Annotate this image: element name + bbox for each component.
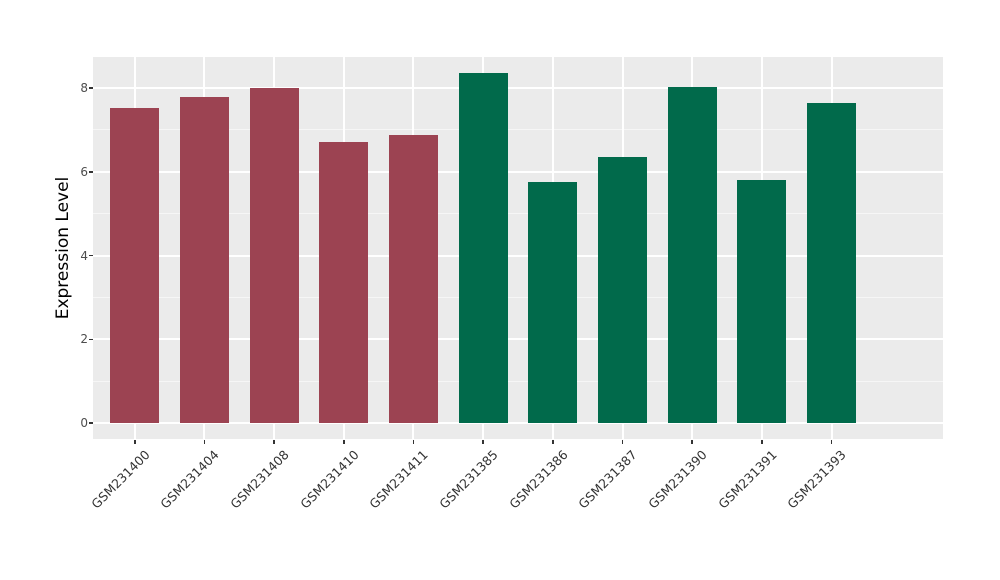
x-tick-label-text: GSM231390 bbox=[645, 447, 710, 512]
bar-GSM231410 bbox=[319, 141, 369, 424]
gridline-minor-y7 bbox=[93, 129, 943, 131]
y-axis-title-text: Expression Level bbox=[53, 176, 73, 320]
gridline-minor-y3 bbox=[93, 296, 943, 298]
y-tick-label-8: 8 bbox=[80, 80, 88, 95]
x-tick-mark-GSM231387 bbox=[621, 440, 624, 444]
gridline-major-y0 bbox=[93, 422, 943, 425]
gridline-minor-y1 bbox=[93, 380, 943, 382]
gridline-major-y4 bbox=[93, 254, 943, 257]
gridline-major-y8 bbox=[93, 86, 943, 89]
bar-GSM231404 bbox=[180, 97, 229, 424]
gridline-major-y2 bbox=[93, 338, 943, 341]
x-tick-mark-GSM231410 bbox=[343, 440, 345, 444]
bar-GSM231386 bbox=[528, 181, 578, 424]
y-tick-label-2: 2 bbox=[80, 332, 88, 347]
y-tick-mark-2 bbox=[89, 338, 93, 341]
x-tick-mark-GSM231385 bbox=[482, 440, 484, 444]
x-tick-mark-GSM231390 bbox=[691, 440, 693, 444]
x-tick-label-text: GSM231393 bbox=[784, 447, 850, 512]
x-tick-label-text: GSM231385 bbox=[436, 447, 501, 512]
y-tick-label-4: 4 bbox=[80, 248, 88, 263]
x-tick-mark-GSM231408 bbox=[273, 440, 275, 444]
plot-panel bbox=[93, 57, 943, 439]
x-tick-mark-GSM231393 bbox=[830, 440, 833, 444]
x-tick-label-text: GSM231400 bbox=[87, 447, 153, 512]
x-tick-label-text: GSM231410 bbox=[296, 447, 362, 512]
y-tick-mark-0 bbox=[89, 422, 93, 424]
x-tick-label-text: GSM231404 bbox=[157, 447, 223, 512]
y-tick-label-6: 6 bbox=[80, 164, 88, 179]
x-tick-mark-GSM231386 bbox=[552, 440, 554, 444]
y-tick-mark-8 bbox=[89, 87, 93, 89]
bar-GSM231400 bbox=[110, 107, 160, 424]
bar-GSM231390 bbox=[667, 87, 717, 424]
gridline-major-y6 bbox=[93, 170, 943, 173]
x-tick-label-text: GSM231391 bbox=[715, 447, 780, 512]
y-tick-label-0: 0 bbox=[80, 416, 88, 431]
gridline-minor-y5 bbox=[93, 213, 943, 215]
y-tick-mark-6 bbox=[89, 171, 93, 173]
x-tick-label-text: GSM231411 bbox=[366, 447, 432, 512]
x-tick-mark-GSM231404 bbox=[203, 440, 206, 444]
x-tick-mark-GSM231411 bbox=[412, 440, 415, 444]
bar-GSM231408 bbox=[249, 87, 299, 424]
y-tick-mark-4 bbox=[89, 254, 93, 257]
bar-GSM231387 bbox=[598, 157, 647, 424]
x-tick-mark-GSM231391 bbox=[761, 440, 763, 444]
bar-GSM231393 bbox=[807, 103, 856, 424]
x-tick-label-text: GSM231386 bbox=[505, 447, 571, 512]
x-tick-label-text: GSM231387 bbox=[575, 447, 641, 512]
bar-GSM231411 bbox=[389, 134, 438, 424]
bar-GSM231385 bbox=[458, 73, 508, 424]
x-tick-label-text: GSM231408 bbox=[227, 447, 292, 512]
x-tick-mark-GSM231400 bbox=[134, 440, 136, 444]
bar-GSM231391 bbox=[737, 179, 787, 424]
